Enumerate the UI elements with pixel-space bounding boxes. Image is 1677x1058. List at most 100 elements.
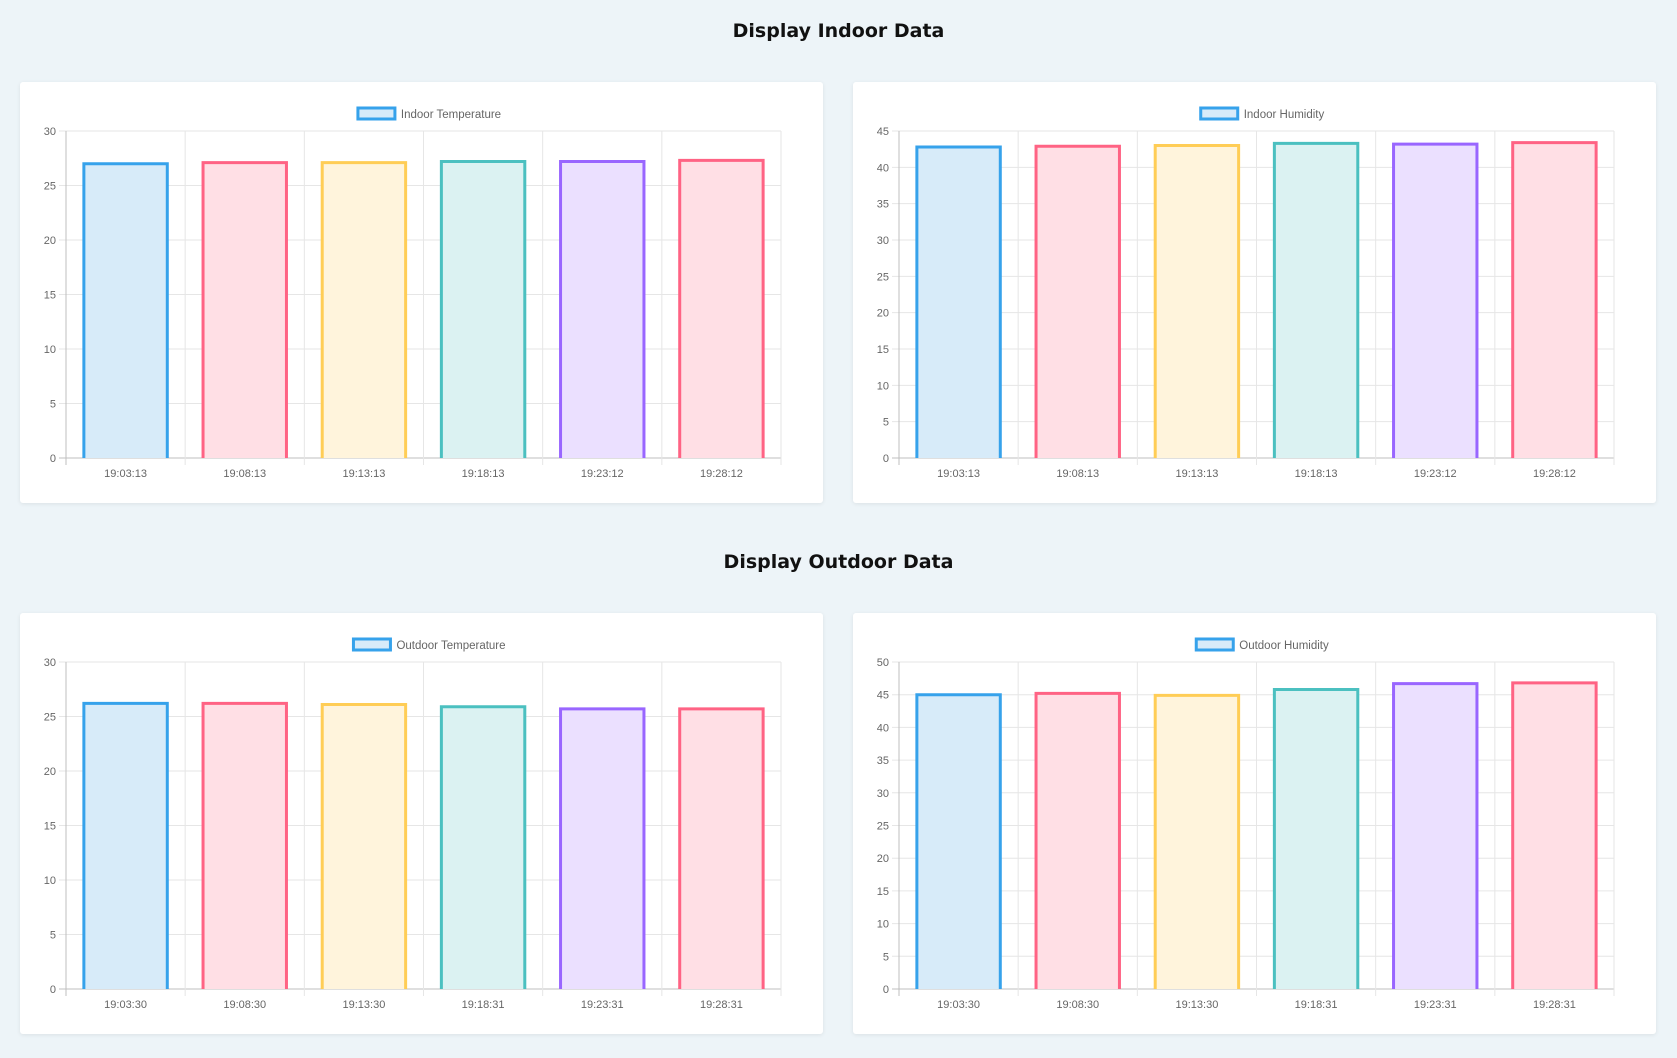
outdoor-temperature-card: Outdoor Temperature 0 5 10 15 20 25 30 19:03:30 1… xyxy=(20,613,823,1034)
indoor-humidity-legend[interactable]: Indoor Humidity xyxy=(1199,106,1325,121)
indoor-humidity-bar-fill[interactable] xyxy=(916,146,1001,458)
indoor-humidity-ytick-label: 30 xyxy=(877,235,889,247)
outdoor-humidity-xtick-label: 19:03:30 xyxy=(937,999,980,1011)
indoor-humidity-bar-fill[interactable] xyxy=(1393,144,1477,458)
indoor-temperature-bar-fill[interactable] xyxy=(441,161,525,458)
outdoor-temperature-bar-fill[interactable] xyxy=(322,704,406,989)
indoor-humidity-card: Indoor Humidity 0 5 10 15 20 25 30 35 40 45 19:03:1… xyxy=(853,82,1656,503)
outdoor-humidity-ytick-label: 0 xyxy=(883,984,889,996)
outdoor-humidity-bar-fill[interactable] xyxy=(1155,695,1239,989)
indoor-temperature-bar-fill[interactable] xyxy=(679,160,764,458)
indoor-temperature-bar-fill[interactable] xyxy=(560,161,644,458)
indoor-temperature-ytick-label: 25 xyxy=(44,181,56,193)
indoor-humidity-chart: Indoor Humidity 0 5 10 15 20 25 30 35 40 45 19:03:1… xyxy=(877,106,1615,480)
outdoor-humidity-card: Outdoor Humidity 0 5 10 15 20 25 30 35 40 45 50 19:0… xyxy=(853,613,1656,1034)
outdoor-humidity-bar-fill[interactable] xyxy=(1036,693,1120,989)
indoor-temperature-bar-fill[interactable] xyxy=(203,162,287,459)
indoor-humidity-xtick-label: 19:13:13 xyxy=(1176,468,1219,480)
outdoor-humidity-ytick-label: 5 xyxy=(883,951,889,963)
outdoor-humidity-ytick-label: 50 xyxy=(877,657,889,669)
indoor-temperature-card: Indoor Temperature 0 5 10 15 20 25 30 19:03:13 19… xyxy=(20,82,823,503)
indoor-temperature-xtick-label: 19:28:12 xyxy=(700,468,743,480)
indoor-temperature-legend-swatch xyxy=(356,106,397,121)
indoor-humidity-ytick-label: 35 xyxy=(877,199,889,211)
outdoor-temperature-xtick-label: 19:23:31 xyxy=(581,999,624,1011)
outdoor-humidity-bar-border xyxy=(915,693,1002,989)
outdoor-humidity-bar-fill[interactable] xyxy=(916,694,1001,989)
outdoor-humidity-xtick-label: 19:08:30 xyxy=(1056,999,1099,1011)
indoor-temperature-bar-border xyxy=(678,158,765,458)
outdoor-temperature-chart: Outdoor Temperature 0 5 10 15 20 25 30 19:03:30 1… xyxy=(44,637,782,1011)
indoor-humidity-xtick-label: 19:23:12 xyxy=(1414,468,1457,480)
indoor-humidity-bar-fill[interactable] xyxy=(1274,143,1358,458)
indoor-humidity-bar-fill[interactable] xyxy=(1036,146,1120,458)
outdoor-temperature-bar-border xyxy=(82,701,169,989)
outdoor-temperature-bar-fill[interactable] xyxy=(83,703,168,989)
indoor-temperature-ytick-label: 30 xyxy=(44,126,56,138)
outdoor-humidity-bar-fill[interactable] xyxy=(1512,682,1597,989)
outdoor-humidity-legend[interactable]: Outdoor Humidity xyxy=(1194,637,1329,652)
outdoor-humidity-bar-border xyxy=(1511,681,1598,989)
indoor-temperature-xtick-label: 19:13:13 xyxy=(343,468,386,480)
outdoor-humidity-bar-fill[interactable] xyxy=(1393,683,1477,989)
indoor-humidity-bar-border xyxy=(1153,144,1241,458)
outdoor-section-title: Display Outdoor Data xyxy=(723,551,954,573)
indoor-temperature-xtick-label: 19:03:13 xyxy=(104,468,147,480)
indoor-humidity-xtick-label: 19:08:13 xyxy=(1056,468,1099,480)
outdoor-humidity-ytick-label: 45 xyxy=(877,690,889,702)
outdoor-temperature-ytick-label: 15 xyxy=(44,821,56,833)
outdoor-humidity-bar-border xyxy=(1034,691,1121,989)
outdoor-temperature-xtick-label: 19:03:30 xyxy=(104,999,147,1011)
indoor-temperature-xtick-label: 19:18:13 xyxy=(462,468,505,480)
outdoor-temperature-bar-fill[interactable] xyxy=(679,708,764,989)
indoor-humidity-bar-border xyxy=(915,145,1002,458)
indoor-temperature-ytick-label: 10 xyxy=(44,344,56,356)
outdoor-temperature-bar-border xyxy=(439,705,527,989)
outdoor-humidity-legend-swatch xyxy=(1194,637,1235,652)
indoor-humidity-bar-fill[interactable] xyxy=(1512,142,1597,459)
indoor-humidity-xtick-label: 19:03:13 xyxy=(937,468,980,480)
indoor-humidity-bar-border xyxy=(1034,144,1121,458)
outdoor-temperature-bar-border xyxy=(320,703,408,989)
outdoor-humidity-ytick-label: 10 xyxy=(877,919,889,931)
outdoor-humidity-ytick-label: 30 xyxy=(877,788,889,800)
outdoor-humidity-legend-label: Outdoor Humidity xyxy=(1239,640,1329,652)
indoor-humidity-legend-swatch xyxy=(1199,106,1240,121)
outdoor-temperature-bar-fill[interactable] xyxy=(441,706,525,989)
outdoor-humidity-xtick-label: 19:28:31 xyxy=(1533,999,1576,1011)
indoor-humidity-ytick-label: 40 xyxy=(877,162,889,174)
outdoor-temperature-xtick-label: 19:13:30 xyxy=(343,999,386,1011)
indoor-temperature-bar-border xyxy=(439,160,527,458)
indoor-humidity-bar-border xyxy=(1272,141,1360,458)
indoor-temperature-ytick-label: 20 xyxy=(44,235,56,247)
outdoor-humidity-ytick-label: 20 xyxy=(877,853,889,865)
indoor-temperature-bar-fill[interactable] xyxy=(83,163,168,458)
indoor-humidity-ytick-label: 20 xyxy=(877,308,889,320)
outdoor-temperature-xtick-label: 19:28:31 xyxy=(700,999,743,1011)
outdoor-humidity-xtick-label: 19:23:31 xyxy=(1414,999,1457,1011)
indoor-humidity-ytick-label: 0 xyxy=(883,453,889,465)
outdoor-temperature-bar-fill[interactable] xyxy=(203,703,287,989)
outdoor-temperature-ytick-label: 30 xyxy=(44,657,56,669)
indoor-humidity-ytick-label: 45 xyxy=(877,126,889,138)
outdoor-humidity-bar-border xyxy=(1272,687,1360,989)
indoor-temperature-bar-fill[interactable] xyxy=(322,162,406,459)
indoor-section-title: Display Indoor Data xyxy=(732,20,945,42)
indoor-humidity-bar-border xyxy=(1511,141,1598,458)
indoor-temperature-ytick-label: 0 xyxy=(50,453,56,465)
indoor-humidity-bar-fill[interactable] xyxy=(1155,145,1239,458)
indoor-temperature-bar-border xyxy=(559,160,646,458)
indoor-humidity-bar-border xyxy=(1392,142,1479,458)
outdoor-humidity-bar-fill[interactable] xyxy=(1274,689,1358,989)
indoor-temperature-bar-border xyxy=(320,161,408,458)
outdoor-temperature-bar-border xyxy=(678,707,765,989)
outdoor-temperature-legend[interactable]: Outdoor Temperature xyxy=(351,637,506,652)
indoor-humidity-ytick-label: 5 xyxy=(883,417,889,429)
indoor-humidity-legend-label: Indoor Humidity xyxy=(1244,109,1325,121)
outdoor-humidity-ytick-label: 25 xyxy=(877,821,889,833)
indoor-temperature-legend[interactable]: Indoor Temperature xyxy=(356,106,501,121)
outdoor-temperature-bar-fill[interactable] xyxy=(560,708,644,989)
indoor-temperature-xtick-label: 19:08:13 xyxy=(223,468,266,480)
indoor-temperature-ytick-label: 15 xyxy=(44,290,56,302)
outdoor-temperature-bar-border xyxy=(201,701,288,989)
